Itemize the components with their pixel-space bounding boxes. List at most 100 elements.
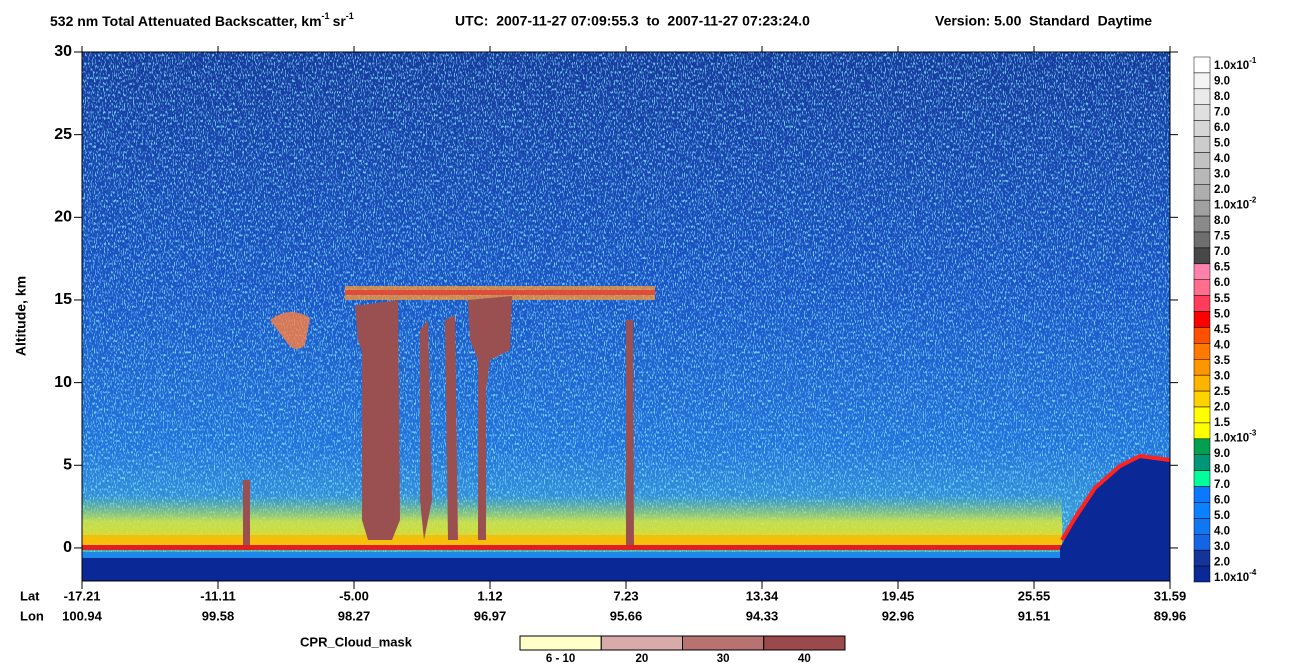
lat-label: -11.11 bbox=[200, 588, 235, 603]
colorbar-swatch bbox=[1193, 120, 1211, 137]
lat-label: 19.45 bbox=[882, 588, 915, 603]
lon-label: 99.58 bbox=[202, 608, 235, 623]
y-tick-label: 5 bbox=[63, 457, 72, 474]
colorbar-label: 1.0x10-1 bbox=[1214, 56, 1257, 72]
colorbar-label: 9.0 bbox=[1214, 448, 1230, 460]
colorbar-label-base: 1.0x10 bbox=[1214, 572, 1249, 584]
colorbar-label: 3.0 bbox=[1214, 169, 1230, 181]
colorbar-swatch bbox=[1193, 486, 1211, 503]
cloud-mask-label: 20 bbox=[635, 653, 648, 665]
colorbar-swatch bbox=[1193, 247, 1211, 265]
colorbar-swatch bbox=[1193, 184, 1211, 201]
colorbar-swatch bbox=[1193, 279, 1211, 296]
colorbar-swatch bbox=[1193, 534, 1211, 551]
colorbar-swatch bbox=[1193, 72, 1211, 90]
colorbar-swatch bbox=[1193, 422, 1211, 440]
cloud-mask-label: 30 bbox=[717, 653, 730, 665]
colorbar-swatch bbox=[1193, 406, 1211, 424]
colorbar-label: 1.0x10-3 bbox=[1214, 428, 1257, 444]
lat-label: 7.23 bbox=[613, 588, 638, 603]
colorbar-label: 7.0 bbox=[1214, 107, 1230, 119]
colorbar-label: 8.0 bbox=[1214, 215, 1230, 227]
colorbar-label: 6.0 bbox=[1214, 277, 1230, 289]
colorbar-swatch bbox=[1193, 168, 1211, 185]
colorbar-label: 6.0 bbox=[1214, 122, 1230, 134]
colorbar-label: 5.5 bbox=[1214, 293, 1231, 305]
colorbar-label-base: 1.0x10 bbox=[1214, 432, 1249, 444]
colorbar-label-exp: -3 bbox=[1249, 428, 1257, 437]
colorbar-label: 4.0 bbox=[1214, 153, 1230, 165]
y-tick-label: 10 bbox=[54, 374, 72, 391]
y-tick-label: 15 bbox=[54, 291, 72, 308]
chart-title: 532 nm Total Attenuated Backscatter, km-… bbox=[50, 11, 354, 28]
cloud-mask-swatch bbox=[682, 635, 765, 651]
colorbar-label-exp: -2 bbox=[1249, 196, 1257, 205]
colorbar-swatch bbox=[1193, 565, 1211, 583]
colorbar-swatch bbox=[1193, 454, 1211, 471]
colorbar-label: 6.5 bbox=[1214, 262, 1231, 274]
title-exp: -1 bbox=[346, 11, 354, 21]
colorbar-swatch bbox=[1193, 502, 1211, 519]
colorbar-label: 3.5 bbox=[1214, 355, 1231, 367]
colorbar-label: 1.5 bbox=[1214, 417, 1231, 429]
lat-label: 25.55 bbox=[1018, 588, 1051, 603]
colorbar-label: 1.0x10-2 bbox=[1214, 196, 1257, 212]
colorbar-label: 4.0 bbox=[1214, 339, 1230, 351]
x-row-name: Lat bbox=[20, 588, 40, 603]
cloud-mask-swatch bbox=[763, 635, 846, 651]
lon-label: 100.94 bbox=[62, 608, 103, 623]
colorbar-swatch bbox=[1193, 470, 1211, 487]
cloud-mask-swatch bbox=[600, 635, 683, 651]
colorbar-swatch bbox=[1193, 374, 1211, 392]
colorbar-label: 9.0 bbox=[1214, 76, 1230, 88]
colorbar-label: 4.0 bbox=[1214, 525, 1230, 537]
colorbar-swatch bbox=[1193, 359, 1211, 376]
colorbar-swatch bbox=[1193, 231, 1211, 249]
y-tick-label: 30 bbox=[54, 43, 72, 60]
colorbar-swatch bbox=[1193, 549, 1211, 567]
colorbar-label-base: 1.0x10 bbox=[1214, 60, 1249, 72]
colorbar-swatch bbox=[1193, 263, 1211, 280]
colorbar-swatch bbox=[1193, 56, 1211, 74]
title-unit: sr bbox=[333, 13, 347, 29]
y-tick-label: 0 bbox=[63, 539, 72, 556]
colorbar-label: 8.0 bbox=[1214, 463, 1230, 475]
colorbar-label: 2.0 bbox=[1214, 184, 1230, 196]
colorbar-label: 5.0 bbox=[1214, 510, 1230, 522]
y-tick-label: 25 bbox=[54, 126, 72, 143]
colorbar-label: 5.0 bbox=[1214, 138, 1230, 150]
colorbar-label: 4.5 bbox=[1214, 324, 1231, 336]
lat-label: 13.34 bbox=[746, 588, 779, 603]
lon-label: 89.96 bbox=[1154, 608, 1187, 623]
colorbar-label: 7.0 bbox=[1214, 246, 1230, 258]
colorbar-label-base: 1.0x10 bbox=[1214, 200, 1249, 212]
lon-label: 94.33 bbox=[746, 608, 779, 623]
colorbar-swatch bbox=[1193, 327, 1211, 344]
colorbar-label: 8.0 bbox=[1214, 91, 1230, 103]
time-range: UTC: 2007-11-27 07:09:55.3 to 2007-11-27… bbox=[455, 13, 810, 29]
lat-label: 1.12 bbox=[477, 588, 502, 603]
x-row-name: Lon bbox=[20, 608, 44, 623]
lat-label: -5.00 bbox=[339, 588, 369, 603]
colorbar-swatch bbox=[1193, 215, 1211, 233]
y-axis-label: Altitude, km bbox=[13, 276, 29, 356]
colorbar-swatch bbox=[1193, 152, 1211, 169]
colorbar-label: 3.0 bbox=[1214, 370, 1230, 382]
colorbar-swatch bbox=[1193, 518, 1211, 535]
cloud-mask-title: CPR_Cloud_mask bbox=[300, 634, 413, 649]
colorbar-swatch bbox=[1193, 88, 1211, 105]
colorbar-label: 6.0 bbox=[1214, 494, 1230, 506]
colorbar-label: 7.0 bbox=[1214, 479, 1230, 491]
version: Version: 5.00 Standard Daytime bbox=[935, 13, 1152, 29]
colorbar-swatch bbox=[1193, 199, 1211, 217]
lat-label: -17.21 bbox=[64, 588, 101, 603]
cloud-mask-label: 6 - 10 bbox=[546, 653, 575, 665]
lon-label: 91.51 bbox=[1018, 608, 1051, 623]
colorbar-label: 7.5 bbox=[1214, 231, 1231, 243]
colorbar-label: 1.0x10-4 bbox=[1214, 568, 1257, 584]
lon-label: 92.96 bbox=[882, 608, 915, 623]
colorbar-swatch bbox=[1193, 311, 1211, 328]
colorbar-swatch bbox=[1193, 390, 1211, 408]
colorbar-label: 2.5 bbox=[1214, 386, 1231, 398]
